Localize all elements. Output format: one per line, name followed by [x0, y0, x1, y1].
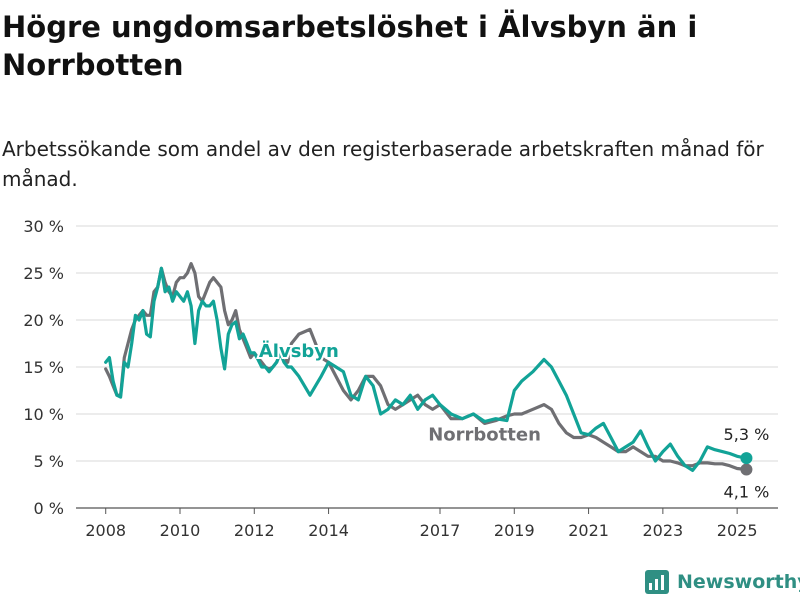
x-axis-ticks: 2008 2010 2012 2014 2017 2019 2021 2023 2025	[85, 508, 758, 540]
x-tick-label: 2014	[308, 521, 349, 540]
y-tick-label: 5 %	[34, 452, 64, 471]
chart-subtitle: Arbetssökande som andel av den registerb…	[2, 137, 764, 191]
x-tick-label: 2021	[568, 521, 609, 540]
y-tick-label: 25 %	[23, 264, 64, 283]
y-tick-label: 30 %	[23, 217, 64, 236]
x-tick-label: 2012	[234, 521, 275, 540]
brand-logo: Newsworthy	[645, 568, 800, 596]
end-point-norrbotten	[740, 463, 753, 476]
series-label-norrbotten: Norrbotten	[428, 425, 541, 446]
y-tick-label: 15 %	[23, 358, 64, 377]
x-tick-label: 2017	[420, 521, 461, 540]
chart-title: Högre ungdomsarbetslöshet i Älvsbyn än i…	[2, 10, 698, 82]
value-label-norrbotten: 4,1 %	[724, 482, 770, 501]
y-tick-label: 10 %	[23, 405, 64, 424]
x-tick-label: 2019	[494, 521, 535, 540]
series-lines	[104, 262, 753, 476]
grid-lines	[76, 225, 778, 509]
annotations: Älvsbyn Norrbotten 5,3 % 4,1 %	[257, 338, 770, 501]
y-tick-label: 0 %	[34, 499, 64, 518]
series-line-alvsbyn	[104, 266, 749, 472]
x-tick-label: 2025	[717, 521, 758, 540]
end-point-alvsbyn	[740, 452, 753, 465]
y-tick-label: 20 %	[23, 311, 64, 330]
x-tick-label: 2023	[642, 521, 683, 540]
x-tick-label: 2008	[85, 521, 126, 540]
brand-name: Newsworthy	[677, 571, 800, 593]
value-label-alvsbyn: 5,3 %	[724, 425, 770, 444]
x-tick-label: 2010	[160, 521, 201, 540]
y-axis-ticks: 0 % 5 % 10 % 15 % 20 % 25 % 30 %	[23, 217, 64, 518]
series-label-alvsbyn: Älvsbyn	[259, 340, 339, 362]
newsworthy-logo-icon	[645, 570, 669, 594]
